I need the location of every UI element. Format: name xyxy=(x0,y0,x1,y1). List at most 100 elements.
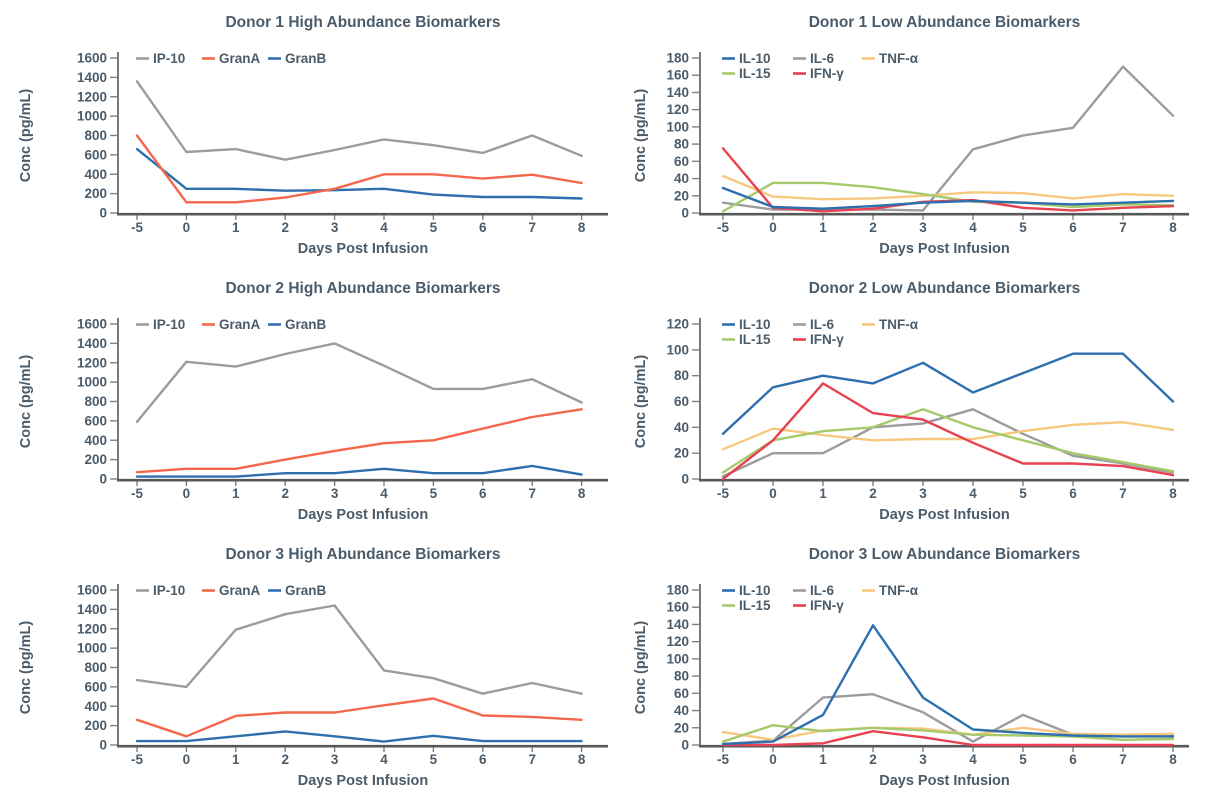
y-axis-label: Conc (pg/mL) xyxy=(18,355,34,449)
x-tick-label: -5 xyxy=(131,486,143,501)
line-chart-svg: Donor 3 Low Abundance Biomarkers Conc (pg… xyxy=(633,546,1189,789)
x-tick-label: 0 xyxy=(183,220,191,235)
x-tick-label: 2 xyxy=(869,752,877,767)
legend-label-IL-15: IL-15 xyxy=(739,598,771,613)
x-tick-label: -5 xyxy=(131,220,143,235)
y-tick-label: 400 xyxy=(84,433,107,448)
legend-label-IL-6: IL-6 xyxy=(810,51,834,66)
y-tick-label: 40 xyxy=(674,420,689,435)
x-tick-label: 5 xyxy=(1019,486,1027,501)
x-tick-label: 7 xyxy=(528,486,536,501)
x-tick-label: -5 xyxy=(717,486,729,501)
x-tick-label: 0 xyxy=(769,220,777,235)
x-tick-label: 3 xyxy=(331,220,339,235)
y-tick-label: 120 xyxy=(666,102,689,117)
y-tick-label: 180 xyxy=(666,583,689,598)
y-tick-label: 60 xyxy=(674,154,689,169)
chart-donor-3-high-abundance: Donor 3 High Abundance Biomarkers Conc (p… xyxy=(0,532,615,798)
legend-label-GranA: GranA xyxy=(219,317,261,332)
x-axis-label: Days Post Infusion xyxy=(298,241,429,257)
x-tick-label: 5 xyxy=(430,486,438,501)
y-tick-label: 1600 xyxy=(77,583,107,598)
y-tick-label: 1000 xyxy=(77,641,107,656)
y-tick-label: 200 xyxy=(84,452,107,467)
series-line-GranA xyxy=(135,697,583,738)
x-tick-label: 6 xyxy=(479,220,487,235)
series-line-IP-10 xyxy=(135,604,583,695)
y-tick-label: 60 xyxy=(674,686,689,701)
x-tick-label: 4 xyxy=(969,486,977,501)
y-tick-label: 0 xyxy=(99,472,107,487)
x-tick-label: 1 xyxy=(232,486,240,501)
line-chart-svg: Donor 1 Low Abundance Biomarkers Conc (pg… xyxy=(633,14,1189,257)
x-tick-label: 3 xyxy=(331,752,339,767)
x-tick-label: 7 xyxy=(1119,486,1127,501)
y-tick-label: 120 xyxy=(666,634,689,649)
y-tick-label: 100 xyxy=(666,651,689,666)
y-tick-label: 0 xyxy=(99,206,107,221)
x-tick-label: -5 xyxy=(717,220,729,235)
x-tick-label: 1 xyxy=(819,752,827,767)
y-tick-label: 1200 xyxy=(77,621,107,636)
y-axis-label: Conc (pg/mL) xyxy=(633,355,649,449)
series-line-IL-10 xyxy=(721,624,1175,746)
y-tick-label: 600 xyxy=(84,413,107,428)
x-tick-label: 5 xyxy=(430,220,438,235)
y-tick-label: 1400 xyxy=(77,602,107,617)
x-tick-label: 4 xyxy=(380,486,388,501)
series-line-IFN-γ xyxy=(721,729,1175,747)
chart-title: Donor 2 High Abundance Biomarkers xyxy=(225,280,500,297)
x-tick-label: 0 xyxy=(183,486,191,501)
series-line-GranB xyxy=(135,464,583,478)
x-tick-label: 3 xyxy=(919,486,927,501)
line-chart-svg: Donor 2 Low Abundance Biomarkers Conc (pg… xyxy=(633,280,1189,523)
y-tick-label: 800 xyxy=(84,128,107,143)
y-tick-label: 800 xyxy=(84,660,107,675)
series-line-TNF-α xyxy=(721,420,1175,451)
legend-label-IL-10: IL-10 xyxy=(739,317,771,332)
legend-label-GranB: GranB xyxy=(285,583,327,598)
chart-title: Donor 1 Low Abundance Biomarkers xyxy=(809,14,1081,31)
x-tick-label: 5 xyxy=(1019,220,1027,235)
x-tick-label: 2 xyxy=(869,220,877,235)
x-tick-label: 8 xyxy=(578,752,586,767)
legend-label-IL-10: IL-10 xyxy=(739,51,771,66)
legend-label-IP-10: IP-10 xyxy=(153,317,185,332)
x-tick-label: 1 xyxy=(819,486,827,501)
chart-donor-2-high-abundance: Donor 2 High Abundance Biomarkers Conc (p… xyxy=(0,266,615,532)
y-tick-label: 0 xyxy=(681,472,689,487)
legend-label-IL-6: IL-6 xyxy=(810,317,834,332)
y-axis-label: Conc (pg/mL) xyxy=(18,621,34,715)
x-axis-label: Days Post Infusion xyxy=(298,507,429,523)
x-tick-label: 4 xyxy=(380,220,388,235)
y-tick-label: 600 xyxy=(84,147,107,162)
y-tick-label: 0 xyxy=(681,206,689,221)
x-tick-label: 2 xyxy=(281,752,289,767)
line-chart-svg: Donor 3 High Abundance Biomarkers Conc (p… xyxy=(18,546,608,789)
x-tick-label: 6 xyxy=(1069,486,1077,501)
y-tick-label: 1200 xyxy=(77,89,107,104)
x-tick-label: 5 xyxy=(430,752,438,767)
series-line-GranB xyxy=(135,730,583,743)
chart-donor-1-low-abundance: Donor 1 Low Abundance Biomarkers Conc (pg… xyxy=(615,0,1231,266)
x-tick-label: 7 xyxy=(528,220,536,235)
legend-label-IFN-γ: IFN-γ xyxy=(810,66,844,81)
y-axis-label: Conc (pg/mL) xyxy=(633,621,649,715)
chart-donor-1-high-abundance: Donor 1 High Abundance Biomarkers Conc (p… xyxy=(0,0,615,266)
line-chart-svg: Donor 1 High Abundance Biomarkers Conc (p… xyxy=(18,14,608,257)
chart-donor-3-low-abundance: Donor 3 Low Abundance Biomarkers Conc (pg… xyxy=(615,532,1231,798)
x-tick-label: 8 xyxy=(578,220,586,235)
x-tick-label: 4 xyxy=(380,752,388,767)
x-tick-label: 1 xyxy=(232,752,240,767)
series-line-IL-10 xyxy=(721,186,1175,210)
legend-label-TNF-α: TNF-α xyxy=(879,583,919,598)
series-line-GranA xyxy=(135,134,583,204)
x-tick-label: -5 xyxy=(131,752,143,767)
line-chart-svg: Donor 2 High Abundance Biomarkers Conc (p… xyxy=(18,280,608,523)
y-tick-label: 140 xyxy=(666,617,689,632)
legend-label-IP-10: IP-10 xyxy=(153,583,185,598)
x-tick-label: 8 xyxy=(1169,486,1177,501)
series-line-IL-10 xyxy=(721,352,1175,436)
x-tick-label: 6 xyxy=(1069,752,1077,767)
